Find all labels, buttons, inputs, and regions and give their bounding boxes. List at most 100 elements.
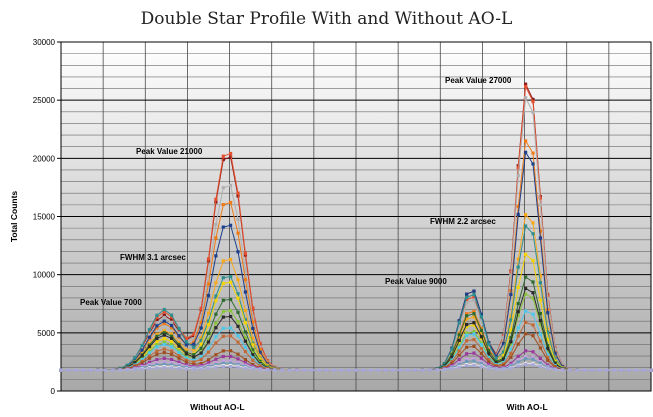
series-point bbox=[420, 368, 424, 372]
series-point bbox=[236, 278, 240, 282]
series-point bbox=[184, 358, 188, 362]
series-point bbox=[531, 151, 535, 155]
series-point bbox=[531, 350, 535, 354]
series-point bbox=[479, 319, 483, 323]
series-point bbox=[229, 349, 233, 353]
series-point bbox=[192, 358, 196, 362]
series-point bbox=[170, 332, 174, 336]
series-point bbox=[531, 296, 535, 300]
series-point bbox=[280, 368, 284, 372]
annotation-label: Peak Value 27000 bbox=[445, 76, 512, 85]
series-point bbox=[221, 298, 225, 302]
series-point bbox=[524, 275, 528, 279]
series-point bbox=[435, 368, 439, 372]
series-point bbox=[229, 314, 233, 319]
series-point bbox=[538, 322, 542, 326]
series-point bbox=[398, 368, 402, 372]
series-point bbox=[177, 344, 181, 348]
series-point bbox=[243, 290, 247, 294]
series-point bbox=[627, 368, 631, 372]
series-point bbox=[361, 368, 365, 372]
series-point bbox=[472, 344, 476, 348]
series-point bbox=[221, 349, 225, 353]
series-point bbox=[479, 335, 483, 339]
series-point bbox=[487, 342, 491, 346]
series-point bbox=[96, 368, 100, 372]
series-point bbox=[251, 315, 255, 319]
series-point bbox=[162, 356, 166, 360]
series-point bbox=[465, 331, 469, 335]
series-point bbox=[147, 366, 152, 371]
series-point bbox=[501, 363, 506, 367]
series-point bbox=[538, 203, 542, 207]
series-point bbox=[258, 341, 262, 345]
series-point bbox=[258, 357, 262, 361]
series-point bbox=[236, 334, 240, 338]
series-point bbox=[162, 307, 166, 312]
series-point bbox=[457, 335, 461, 339]
series-point bbox=[162, 342, 166, 346]
series-point bbox=[155, 321, 159, 325]
series-point bbox=[221, 203, 225, 207]
series-point bbox=[214, 299, 218, 303]
series-point bbox=[516, 265, 520, 269]
series-point bbox=[229, 151, 233, 156]
series-point bbox=[487, 358, 491, 362]
series-point bbox=[465, 312, 469, 316]
series-point bbox=[258, 345, 262, 349]
series-point bbox=[214, 335, 218, 339]
series-point bbox=[524, 292, 528, 296]
series-point bbox=[162, 340, 166, 344]
series-point bbox=[229, 326, 233, 330]
series-point bbox=[162, 316, 166, 320]
series-point bbox=[465, 364, 469, 368]
series-point bbox=[229, 257, 233, 262]
series-point bbox=[531, 232, 535, 236]
series-point bbox=[243, 318, 247, 322]
series-point bbox=[531, 363, 535, 367]
series-point bbox=[509, 366, 513, 370]
series-point bbox=[457, 338, 461, 342]
series-point bbox=[221, 281, 225, 285]
series-point bbox=[457, 324, 461, 328]
series-point bbox=[538, 356, 542, 360]
series-point bbox=[531, 291, 535, 295]
series-point bbox=[236, 191, 240, 195]
series-point bbox=[516, 360, 520, 364]
series-point bbox=[243, 366, 247, 370]
series-point bbox=[553, 351, 557, 355]
series-point bbox=[184, 348, 188, 352]
series-point bbox=[546, 311, 550, 315]
series-point bbox=[125, 363, 129, 367]
series-point bbox=[619, 368, 624, 372]
series-point bbox=[236, 310, 240, 314]
series-point bbox=[553, 359, 557, 363]
series-point bbox=[140, 354, 144, 358]
series-point bbox=[457, 362, 461, 366]
series-point bbox=[391, 368, 395, 372]
series-point bbox=[206, 273, 211, 277]
series-point bbox=[524, 362, 528, 366]
series-point bbox=[162, 337, 166, 341]
series-point bbox=[214, 361, 218, 365]
series-point bbox=[457, 321, 461, 325]
series-point bbox=[339, 368, 343, 372]
series-point bbox=[531, 221, 535, 225]
series-point bbox=[597, 368, 601, 372]
series-point bbox=[538, 361, 542, 365]
series-point bbox=[516, 257, 520, 261]
series-point bbox=[147, 354, 152, 358]
series-point bbox=[221, 158, 225, 162]
series-point bbox=[538, 365, 542, 369]
series-point bbox=[184, 356, 188, 360]
series-point bbox=[538, 339, 542, 343]
y-tick-label: 10000 bbox=[33, 271, 56, 280]
series-point bbox=[251, 351, 255, 355]
series-point bbox=[553, 368, 557, 372]
series-point bbox=[192, 340, 196, 344]
series-point bbox=[472, 351, 476, 355]
series-point bbox=[170, 323, 174, 328]
series-point bbox=[538, 274, 542, 278]
series-point bbox=[524, 84, 528, 89]
